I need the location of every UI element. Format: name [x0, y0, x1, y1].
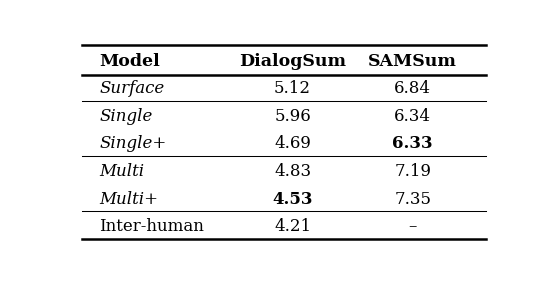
Text: Surface: Surface	[99, 80, 165, 97]
Text: Single: Single	[99, 108, 153, 125]
Text: 5.12: 5.12	[274, 80, 311, 97]
Text: Multi+: Multi+	[99, 191, 158, 208]
Text: 4.83: 4.83	[274, 163, 311, 180]
Text: SAMSum: SAMSum	[368, 53, 457, 70]
Text: 4.53: 4.53	[272, 191, 313, 208]
Text: 4.21: 4.21	[274, 218, 311, 235]
Text: Inter-human: Inter-human	[99, 218, 204, 235]
Text: 7.19: 7.19	[394, 163, 431, 180]
Text: –: –	[408, 218, 417, 235]
Text: 4.69: 4.69	[274, 135, 311, 152]
Text: Multi: Multi	[99, 163, 145, 180]
Text: Single+: Single+	[99, 135, 167, 152]
Text: DialogSum: DialogSum	[239, 53, 346, 70]
Text: 5.96: 5.96	[274, 108, 311, 125]
Text: 7.35: 7.35	[394, 191, 431, 208]
Text: Model: Model	[99, 53, 160, 70]
Text: 6.84: 6.84	[394, 80, 431, 97]
Text: 6.34: 6.34	[394, 108, 431, 125]
Text: 6.33: 6.33	[392, 135, 433, 152]
